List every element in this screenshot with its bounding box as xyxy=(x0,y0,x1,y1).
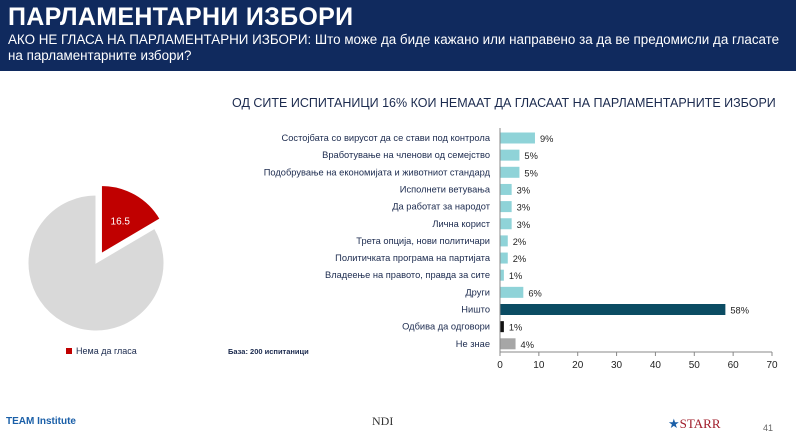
bar xyxy=(500,286,524,298)
category-label: Исполнети ветувања xyxy=(400,184,491,194)
pie-data-label: 16.5 xyxy=(111,216,131,227)
bar-value-label: 3% xyxy=(517,220,530,230)
header-banner: ПАРЛАМЕНТАРНИ ИЗБОРИ АКО НЕ ГЛАСА НА ПАР… xyxy=(0,0,796,71)
category-label: Други xyxy=(465,287,490,297)
bar-value-label: 5% xyxy=(524,151,537,161)
starr-logo-text: STARR xyxy=(679,416,721,431)
category-label: Подобрување на економијата и животниот с… xyxy=(264,167,491,177)
bar-value-label: 6% xyxy=(528,288,541,298)
bar xyxy=(500,338,516,350)
category-label: Владеење на правото, правда за сите xyxy=(325,270,490,280)
x-tick-label: 60 xyxy=(728,360,740,371)
team-logo-text: TEAM Institute xyxy=(6,416,76,427)
star-icon: ★ xyxy=(668,416,680,431)
bar xyxy=(500,166,520,178)
bar xyxy=(500,218,512,230)
x-tick-label: 70 xyxy=(766,360,778,371)
category-label: Вработување на членови од семејство xyxy=(322,150,490,160)
category-label: Да работат за народот xyxy=(392,202,490,212)
legend-swatch xyxy=(66,348,72,354)
x-tick-label: 20 xyxy=(572,360,584,371)
x-tick-label: 50 xyxy=(689,360,701,371)
bar-value-label: 4% xyxy=(521,340,534,350)
chart-title: ОД СИТЕ ИСПИТАНИЦИ 16% КОИ НЕМААТ ДА ГЛА… xyxy=(232,96,776,110)
bar xyxy=(500,321,504,333)
question-subtitle: АКО НЕ ГЛАСА НА ПАРЛАМЕНТАРНИ ИЗБОРИ: Шт… xyxy=(8,32,780,63)
pie-slice xyxy=(27,194,165,332)
bar xyxy=(500,132,535,144)
page-number: 41 xyxy=(763,423,774,433)
bar xyxy=(500,252,508,264)
bar xyxy=(500,304,726,315)
bar-value-label: 9% xyxy=(540,134,553,144)
team-institute-logo: TEAM Institute xyxy=(6,416,76,427)
pie-slice xyxy=(100,184,161,255)
x-tick-label: 30 xyxy=(611,360,623,371)
bar-value-label: 58% xyxy=(730,306,749,316)
bar xyxy=(500,201,512,213)
legend-label: Нема да гласа xyxy=(76,346,137,356)
starr-logo: ★STARR xyxy=(668,416,721,432)
bar xyxy=(500,235,508,247)
bar xyxy=(500,183,512,195)
category-label: Трета опција, нови политичари xyxy=(356,236,490,246)
category-label: Одбива да одговори xyxy=(402,322,490,332)
category-label: Лична корист xyxy=(432,219,490,229)
bar-value-label: 2% xyxy=(513,254,526,264)
category-label: Политичката програма на партијата xyxy=(335,253,491,263)
category-label: Не знае xyxy=(456,339,490,349)
base-note: База: 200 испитаници xyxy=(228,347,309,356)
bar-value-label: 3% xyxy=(517,203,530,213)
pie-legend: Нема да гласа xyxy=(66,346,137,356)
category-label: Состојбата со вирусот да се стави под ко… xyxy=(282,133,491,143)
bar xyxy=(500,269,504,281)
x-tick-label: 40 xyxy=(650,360,662,371)
bar-value-label: 1% xyxy=(509,271,522,281)
bar-value-label: 3% xyxy=(517,185,530,195)
x-tick-label: 10 xyxy=(533,360,545,371)
page-title: ПАРЛАМЕНТАРНИ ИЗБОРИ xyxy=(8,3,354,31)
ndi-logo: NDI xyxy=(372,414,393,429)
bar-value-label: 5% xyxy=(524,168,537,178)
bar xyxy=(500,149,520,161)
ndi-logo-text: NDI xyxy=(372,414,394,428)
category-label: Ништо xyxy=(461,305,490,315)
x-tick-label: 0 xyxy=(497,360,503,371)
bar-value-label: 2% xyxy=(513,237,526,247)
bar-value-label: 1% xyxy=(509,323,522,333)
